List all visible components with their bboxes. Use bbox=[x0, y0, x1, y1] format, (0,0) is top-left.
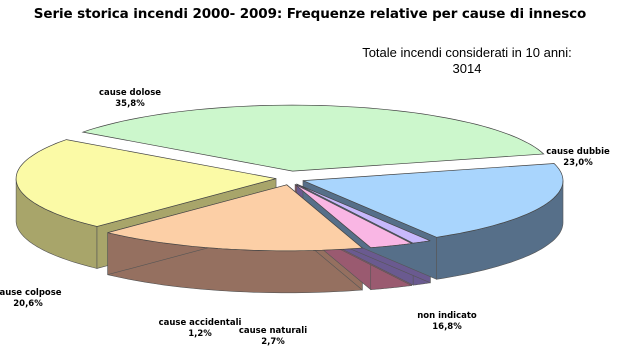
slice-name-cause-naturali: cause naturali bbox=[239, 326, 307, 336]
slice-label-cause-dolose: cause dolose 35,8% bbox=[99, 88, 161, 109]
slice-name-non-indicato: non indicato bbox=[417, 311, 477, 321]
slice-value-cause-colpose: 20,6% bbox=[13, 299, 43, 309]
slice-value-non-indicato: 16,8% bbox=[432, 322, 462, 332]
chart-title: Serie storica incendi 2000- 2009: Freque… bbox=[33, 6, 587, 22]
slice-label-cause-colpose: cause colpose 20,6% bbox=[0, 288, 62, 309]
slice-non-indicato bbox=[107, 184, 364, 252]
slice-label-cause-naturali: cause naturali 2,7% bbox=[239, 326, 307, 347]
slice-label-non-indicato: non indicato 16,8% bbox=[417, 311, 477, 332]
slice-label-cause-accidentali: cause accidentali 1,2% bbox=[159, 318, 242, 339]
slice-value-cause-accidentali: 1,2% bbox=[188, 329, 212, 339]
total-annotation-value: 3014 bbox=[452, 61, 482, 76]
slice-name-cause-dolose: cause dolose bbox=[99, 88, 161, 98]
total-annotation: Totale incendi considerati in 10 anni: 3… bbox=[348, 45, 586, 77]
pie-tops bbox=[15, 104, 564, 252]
slice-cause-colpose bbox=[302, 163, 564, 238]
slice-value-cause-dolose: 35,8% bbox=[115, 99, 145, 109]
slice-value-cause-dubbie: 23,0% bbox=[563, 158, 593, 168]
slice-name-cause-accidentali: cause accidentali bbox=[159, 318, 242, 328]
slice-cause-accidentali bbox=[296, 183, 431, 244]
slice-label-cause-dubbie: cause dubbie 23,0% bbox=[546, 147, 610, 168]
slice-cause-naturali bbox=[294, 184, 413, 249]
slice-value-cause-naturali: 2,7% bbox=[261, 337, 285, 347]
slice-cause-dubbie bbox=[15, 139, 277, 227]
total-annotation-label: Totale incendi considerati in 10 anni: bbox=[362, 45, 572, 60]
pie-labels: cause dolose 35,8% cause dubbie 23,0% non in… bbox=[0, 88, 610, 347]
slice-name-cause-dubbie: cause dubbie bbox=[546, 147, 610, 157]
slice-name-cause-colpose: cause colpose bbox=[0, 288, 62, 298]
slice-cause-dolose bbox=[81, 104, 545, 172]
